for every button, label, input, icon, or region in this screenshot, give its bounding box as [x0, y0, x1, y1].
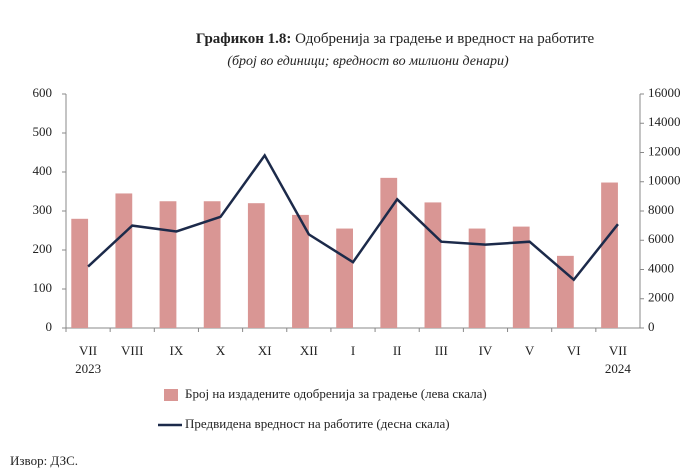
y2-tick-label: 4000 [648, 260, 674, 275]
x-tick-label: V [525, 343, 535, 358]
y-tick-label: 600 [33, 85, 53, 100]
year-label: 2024 [605, 361, 632, 376]
bar [556, 255, 574, 328]
bar [247, 203, 265, 328]
bar [292, 214, 309, 328]
y2-tick-label: 6000 [648, 231, 674, 246]
legend-label: Број на издадените одобренија за градење… [185, 386, 487, 401]
year-label: 2023 [75, 361, 101, 376]
y-tick-label: 0 [46, 319, 53, 334]
x-tick-label: III [435, 343, 448, 358]
bar [424, 202, 442, 328]
x-tick-label: II [393, 343, 402, 358]
y-tick-label: 500 [33, 124, 53, 139]
line [87, 153, 619, 282]
bar [203, 201, 221, 328]
source: Извор: ДЗС. [10, 453, 78, 468]
x-tick-label: X [216, 343, 226, 358]
bar [380, 177, 398, 328]
legend-swatch [164, 389, 178, 401]
y2-tick-label: 8000 [648, 202, 674, 217]
bar [336, 228, 353, 328]
x-tick-label: VIII [121, 343, 143, 358]
y-tick-label: 100 [33, 280, 53, 295]
x-tick-label: IV [479, 343, 493, 358]
x-tick-label: IX [170, 343, 184, 358]
y-tick-label: 400 [33, 163, 53, 178]
x-tick-label: XI [258, 343, 272, 358]
y2-tick-label: 16000 [648, 85, 681, 100]
y2-tick-label: 12000 [648, 143, 681, 158]
x-tick-label: XII [300, 343, 318, 358]
chart-subtitle: (број во единици; вредност во милиони де… [227, 54, 509, 69]
y2-tick-label: 10000 [648, 173, 681, 188]
y-tick-label: 300 [33, 202, 53, 217]
title-number: Графикон 1.8: [196, 31, 292, 47]
x-tick-label: VII [79, 343, 97, 358]
x-tick-label: VII [609, 343, 627, 358]
bar [159, 201, 177, 328]
y2-tick-label: 14000 [648, 114, 681, 129]
x-tick-label: VI [567, 343, 581, 358]
chart-title: Графикон 1.8: Одобренија за градење и вр… [196, 31, 595, 47]
bar [468, 228, 486, 328]
legend-label: Предвидена вредност на работите (десна с… [185, 416, 450, 431]
bar [115, 193, 133, 328]
x-tick-label: I [351, 343, 355, 358]
bar [71, 218, 89, 328]
bar [512, 226, 530, 328]
y-tick-label: 200 [33, 241, 53, 256]
title-text: Одобренија за градење и вредност на рабо… [295, 31, 594, 47]
y2-tick-label: 2000 [648, 290, 674, 305]
y2-tick-label: 0 [648, 319, 655, 334]
bar [601, 182, 618, 328]
